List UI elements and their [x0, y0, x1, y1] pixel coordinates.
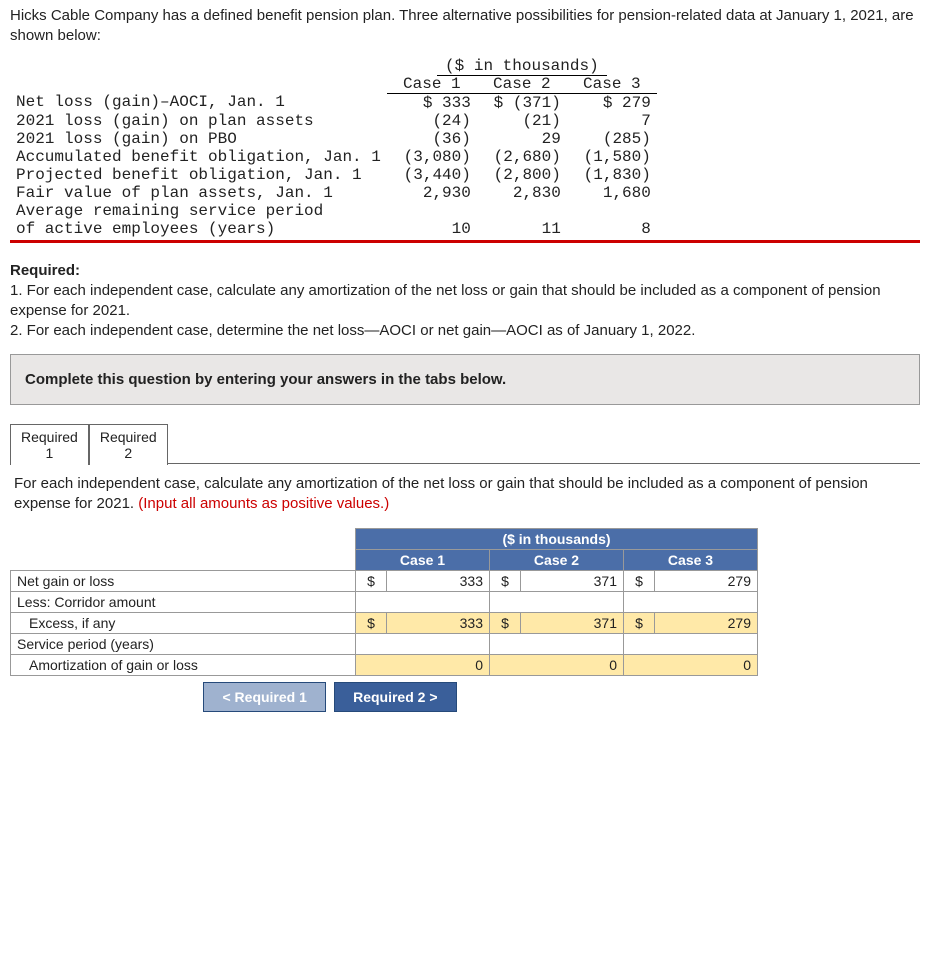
cell: (1,830) [573, 166, 651, 184]
row-label: Net loss (gain)–AOCI, Jan. 1 [10, 93, 387, 112]
answer-calc: 0 [624, 655, 758, 676]
answer-input[interactable]: 279 [655, 571, 758, 592]
tabs: Required 1Required 2 [10, 423, 920, 464]
answer-input[interactable] [356, 634, 490, 655]
col-header: Case 3 [583, 75, 641, 93]
row-label: Average remaining service period [10, 202, 387, 220]
row-label: 2021 loss (gain) on plan assets [10, 112, 387, 130]
cell: (2,680) [483, 148, 561, 166]
cell: (3,440) [393, 166, 471, 184]
cell: 10 [393, 220, 471, 238]
cell: (24) [393, 112, 471, 130]
answer-table: ($ in thousands) Case 1 Case 2 Case 3 Ne… [10, 528, 758, 676]
cell: 1,680 [573, 184, 651, 202]
answer-units-header: ($ in thousands) [356, 529, 758, 550]
answer-row-label: Amortization of gain or loss [11, 655, 356, 676]
answer-col-header: Case 1 [356, 550, 490, 571]
answer-instruction-note: (Input all amounts as positive values.) [138, 495, 389, 512]
cell: $ (371) [483, 94, 561, 112]
dollar-sign: $ [356, 571, 387, 592]
next-label: Required 2 [353, 689, 425, 705]
answer-row-label: Excess, if any [11, 613, 356, 634]
dollar-sign: $ [490, 571, 521, 592]
cell: 29 [483, 130, 561, 148]
next-button[interactable]: Required 2 > [334, 682, 456, 712]
answer-calc: 279 [655, 613, 758, 634]
dollar-sign: $ [624, 613, 655, 634]
row-label: 2021 loss (gain) on PBO [10, 130, 387, 148]
cell: (2,800) [483, 166, 561, 184]
answer-row-label: Service period (years) [11, 634, 356, 655]
cell: (21) [483, 112, 561, 130]
problem-intro: Hicks Cable Company has a defined benefi… [10, 6, 920, 47]
row-label: Accumulated benefit obligation, Jan. 1 [10, 148, 387, 166]
answer-row-label: Net gain or loss [11, 571, 356, 592]
required-block: Required: 1. For each independent case, … [10, 261, 920, 342]
cell: 7 [573, 112, 651, 130]
row-label: Projected benefit obligation, Jan. 1 [10, 166, 387, 184]
answer-row-label: Less: Corridor amount [11, 592, 356, 613]
answer-calc: 333 [387, 613, 490, 634]
prev-button[interactable]: < Required 1 [203, 682, 325, 712]
cell: (1,580) [573, 148, 651, 166]
units-header: ($ in thousands) [437, 57, 607, 76]
answer-input[interactable]: 371 [521, 571, 624, 592]
cell: 2,830 [483, 184, 561, 202]
answer-calc: 0 [490, 655, 624, 676]
dollar-sign: $ [624, 571, 655, 592]
answer-input[interactable] [356, 592, 490, 613]
row-label: of active employees (years) [10, 220, 387, 238]
tab-required-2[interactable]: Required 2 [89, 424, 168, 465]
complete-instruction: Complete this question by entering your … [10, 354, 920, 405]
tab-required-1[interactable]: Required 1 [10, 424, 89, 465]
pension-data-table: ($ in thousands) Case 1 Case 2 Case 3 Ne… [10, 57, 920, 238]
dollar-sign: $ [356, 613, 387, 634]
cell: 8 [573, 220, 651, 238]
nav-buttons: < Required 1 Required 2 > [10, 682, 650, 712]
answer-input[interactable] [624, 592, 758, 613]
answer-input[interactable]: 333 [387, 571, 490, 592]
answer-col-header: Case 2 [490, 550, 624, 571]
col-header: Case 1 [403, 75, 461, 93]
answer-input[interactable] [624, 634, 758, 655]
row-label: Fair value of plan assets, Jan. 1 [10, 184, 387, 202]
cell: (36) [393, 130, 471, 148]
dollar-sign: $ [490, 613, 521, 634]
answer-calc: 0 [356, 655, 490, 676]
answer-input[interactable] [490, 634, 624, 655]
answer-input[interactable] [490, 592, 624, 613]
required-heading: Required: [10, 262, 80, 279]
chevron-left-icon: < [222, 689, 230, 705]
required-item-1: 1. For each independent case, calculate … [10, 281, 920, 322]
answer-col-header: Case 3 [624, 550, 758, 571]
cell: (3,080) [393, 148, 471, 166]
required-item-2: 2. For each independent case, determine … [10, 321, 920, 341]
cell: (285) [573, 130, 651, 148]
col-header: Case 2 [493, 75, 551, 93]
cell: 2,930 [393, 184, 471, 202]
divider [10, 240, 920, 243]
prev-label: Required 1 [235, 689, 307, 705]
cell: $ 279 [573, 94, 651, 112]
answer-instruction: For each independent case, calculate any… [10, 464, 920, 529]
cell: 11 [483, 220, 561, 238]
answer-calc: 371 [521, 613, 624, 634]
chevron-right-icon: > [429, 689, 437, 705]
cell: $ 333 [393, 94, 471, 112]
